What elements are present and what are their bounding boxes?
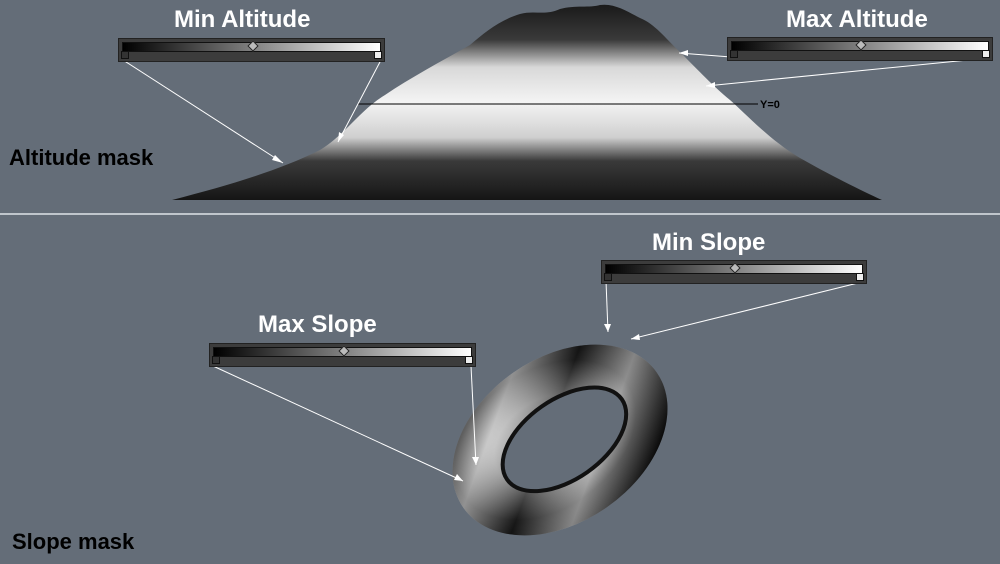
- pointer-line: [630, 281, 863, 340]
- knot-dark-icon[interactable]: [604, 273, 612, 281]
- altitude-mask-label: Altitude mask: [9, 145, 154, 170]
- max-altitude-gradient[interactable]: [727, 37, 993, 61]
- slope-mask-label: Slope mask: [12, 529, 135, 554]
- knot-dark-icon[interactable]: [121, 51, 129, 59]
- max-slope-title: Max Slope: [258, 311, 377, 338]
- arrowhead-icon: [604, 324, 611, 332]
- torus-object: [452, 344, 668, 536]
- arrowhead-icon: [631, 334, 640, 340]
- arrowhead-icon: [472, 457, 479, 465]
- arrowhead-icon: [706, 82, 715, 88]
- pointer-line: [470, 365, 477, 466]
- max-slope-gradient[interactable]: [209, 343, 476, 367]
- knot-dark-icon[interactable]: [730, 50, 738, 58]
- knot-dark-icon[interactable]: [212, 356, 220, 364]
- min-altitude-gradient[interactable]: [118, 38, 385, 62]
- min-altitude-title: Min Altitude: [174, 6, 311, 33]
- arrowhead-icon: [338, 132, 344, 142]
- y0-label: Y=0: [760, 99, 780, 111]
- pointer-line: [605, 280, 609, 333]
- pointer-line: [212, 365, 464, 482]
- knot-light-icon[interactable]: [856, 273, 864, 281]
- arrowhead-icon: [679, 50, 688, 56]
- min-slope-gradient[interactable]: [601, 260, 867, 284]
- pointer-line: [122, 59, 284, 164]
- max-altitude-title: Max Altitude: [786, 6, 928, 33]
- min-slope-title: Min Slope: [652, 229, 766, 256]
- pointer-line: [705, 57, 989, 87]
- knot-light-icon[interactable]: [465, 356, 473, 364]
- arrowhead-icon: [454, 474, 463, 481]
- mountain-terrain: [172, 4, 882, 201]
- arrowhead-icon: [272, 155, 283, 163]
- pointer-line: [337, 59, 382, 143]
- knot-light-icon[interactable]: [982, 50, 990, 58]
- knot-light-icon[interactable]: [374, 51, 382, 59]
